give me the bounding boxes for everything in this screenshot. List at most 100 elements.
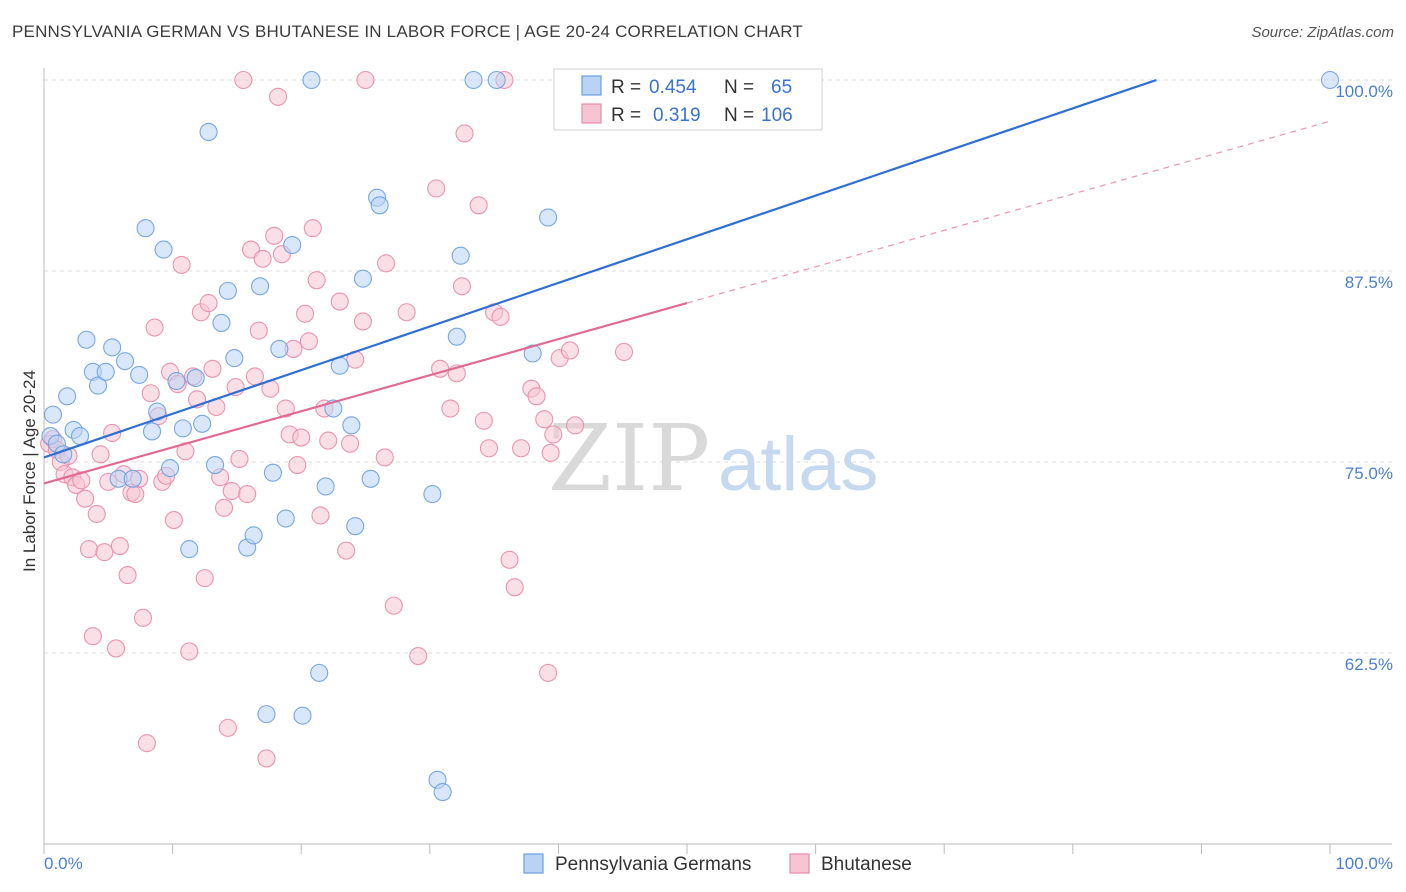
bhutanese-point <box>103 423 122 443</box>
pennsylvania-germans-point <box>136 219 155 238</box>
pennsylvania-germans-point <box>180 540 199 559</box>
bhutanese-point <box>76 489 95 508</box>
stats-blue-swatch <box>581 75 602 96</box>
bhutanese-point <box>544 425 563 444</box>
trend-line-bhutanese-extension <box>686 120 1331 304</box>
bhutanese-point <box>265 226 284 245</box>
pennsylvania-germans-point <box>276 509 295 528</box>
stats-blue-r-label: R = <box>611 77 641 98</box>
bhutanese-point <box>79 540 99 559</box>
bhutanese-point <box>126 485 145 504</box>
bhutanese-point <box>137 734 156 753</box>
pennsylvania-germans-point <box>58 387 77 406</box>
bhutanese-point <box>299 332 318 351</box>
legend-blue-label: Pennsylvania Germans <box>555 854 751 875</box>
bhutanese-point <box>276 399 295 418</box>
bhutanese-point <box>292 428 311 447</box>
legend-pink-label: Bhutanese <box>821 854 912 875</box>
pennsylvania-germans-point <box>342 416 361 435</box>
pennsylvania-germans-point <box>160 459 180 478</box>
pennsylvania-germans-point <box>88 376 108 395</box>
bhutanese-point <box>527 387 546 406</box>
bhutanese-point <box>195 569 214 588</box>
pennsylvania-germans-point <box>487 70 506 90</box>
pennsylvania-germans-point <box>433 782 452 802</box>
pennsylvania-germans-point <box>173 419 192 438</box>
bhutanese-point <box>257 749 276 768</box>
pennsylvania-germans-point <box>353 269 372 288</box>
legend-blue-swatch <box>523 853 544 874</box>
pennsylvania-germans-point <box>199 122 218 142</box>
bhutanese-point <box>377 254 396 273</box>
pennsylvania-germans-point <box>293 706 312 725</box>
bhutanese-point <box>172 255 191 274</box>
pennsylvania-germans-point <box>193 414 212 433</box>
stats-pink-r: 0.319 <box>653 105 701 126</box>
bhutanese-point <box>245 367 264 386</box>
source-credit: Source: ZipAtlas.com <box>1251 24 1394 41</box>
stats-pink-n-label: N = <box>724 105 754 126</box>
bhutanese-point <box>474 411 493 430</box>
bhutanese-point <box>614 342 634 362</box>
pennsylvania-germans-point <box>212 313 231 333</box>
stats-pink-swatch <box>581 103 602 124</box>
pennsylvania-germans-point <box>77 330 96 349</box>
stats-legend: R = 0.454 N = 65 R = 0.319 N = 106 <box>553 68 823 131</box>
bhutanese-point <box>441 399 460 418</box>
bhutanese-point <box>356 70 375 90</box>
bhutanese-point <box>375 448 394 467</box>
stats-blue-r: 0.454 <box>649 77 697 98</box>
bhutanese-point <box>141 384 160 403</box>
bhutanese-point <box>505 578 524 597</box>
bhutanese-point <box>539 663 558 682</box>
y-tick-label: 100.0% <box>1335 82 1393 101</box>
bhutanese-point <box>491 307 510 326</box>
bhutanese-point <box>307 271 326 290</box>
bhutanese-point <box>234 70 253 90</box>
bhutanese-point <box>384 596 403 615</box>
watermark: ZIP atlas <box>548 405 879 512</box>
pennsylvania-germans-point <box>447 327 466 346</box>
bhutanese-point <box>83 627 102 646</box>
pennsylvania-germans-point <box>316 477 335 496</box>
bhutanese-point <box>319 431 338 450</box>
pennsylvania-germans-point <box>142 422 162 441</box>
bhutanese-point <box>87 504 106 524</box>
pennsylvania-germans-point <box>539 208 558 227</box>
bhutanese-point <box>311 506 330 525</box>
bhutanese-point <box>479 439 499 458</box>
bhutanese-point <box>110 536 129 556</box>
bhutanese-point <box>230 449 249 468</box>
bhutanese-point <box>303 219 322 238</box>
bhutanese-point <box>353 312 372 331</box>
pennsylvania-germans-point <box>370 196 389 215</box>
bhutanese-point <box>500 550 519 569</box>
bhutanese-point <box>249 321 268 340</box>
pennsylvania-germans-point <box>250 277 270 296</box>
pennsylvania-germans-point <box>464 70 483 90</box>
pennsylvania-germans-point <box>70 426 90 446</box>
pennsylvania-germans-point <box>346 517 365 536</box>
y-tick-label: 62.5% <box>1345 655 1393 674</box>
bhutanese-point <box>91 445 110 464</box>
bhutanese-point <box>199 294 218 313</box>
bhutanese-point <box>238 485 257 504</box>
pennsylvania-germans-point <box>310 663 329 682</box>
pennsylvania-germans-point <box>1320 70 1340 90</box>
tick-labels: 62.5% 75.0% 87.5% 100.0% 0.0% 100.0% <box>44 82 1393 873</box>
pennsylvania-germans-point <box>451 246 470 265</box>
bhutanese-point <box>218 718 237 737</box>
pennsylvania-germans-point <box>123 469 142 488</box>
pennsylvania-germans-point <box>302 70 321 90</box>
bhutanese-point <box>330 292 349 311</box>
bhutanese-point <box>455 124 474 143</box>
y-tick-label: 75.0% <box>1345 464 1393 483</box>
bhutanese-points <box>40 70 634 768</box>
bhutanese-point <box>214 498 234 517</box>
pennsylvania-germans-point <box>283 235 302 255</box>
trend-lines <box>43 78 1331 485</box>
trend-line-bhutanese <box>43 302 688 485</box>
bhutanese-point <box>133 608 153 627</box>
bhutanese-point <box>560 341 580 360</box>
